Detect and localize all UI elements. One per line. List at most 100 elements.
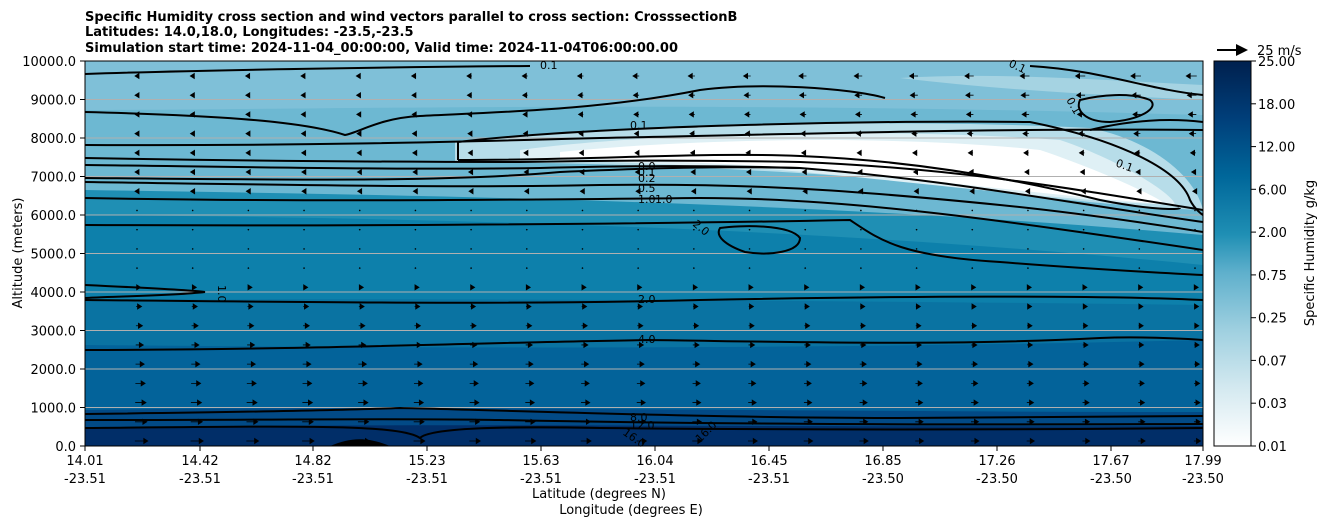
wind-vector <box>748 209 751 212</box>
chart-title-line-1: Specific Humidity cross section and wind… <box>85 10 737 25</box>
wind-vector <box>411 130 417 137</box>
wind-vector <box>246 437 260 445</box>
wind-vector <box>470 248 472 250</box>
wind-vector <box>412 149 418 157</box>
wind-vector <box>189 168 196 176</box>
wind-vector <box>912 168 918 176</box>
x-tick-lat: 17.99 <box>1184 454 1221 469</box>
wind-vector <box>969 188 975 195</box>
wind-vector <box>358 341 367 349</box>
wind-vector <box>971 380 979 387</box>
wind-vector <box>413 437 426 445</box>
wind-vector <box>745 168 752 176</box>
wind-vector <box>358 267 361 269</box>
wind-vector <box>303 228 305 231</box>
wind-vector <box>967 149 974 157</box>
wind-vector <box>971 303 977 310</box>
wind-vector <box>636 418 647 426</box>
contour-label: 4.0 <box>638 333 656 346</box>
wind-vector <box>688 91 695 99</box>
wind-vector <box>637 209 639 212</box>
wind-vector <box>687 72 695 80</box>
wind-vector <box>1026 418 1035 426</box>
wind-vector <box>581 284 587 291</box>
wind-vector <box>245 168 251 176</box>
wind-vector <box>803 437 814 445</box>
wind-vector <box>909 91 918 99</box>
wind-vector <box>1082 341 1089 349</box>
wind-vector <box>134 149 140 157</box>
wind-vector <box>1020 91 1030 99</box>
wind-vector <box>692 418 703 426</box>
wind-vector <box>525 360 534 368</box>
wind-vector <box>745 149 751 157</box>
wind-vector <box>798 91 807 99</box>
wind-vector <box>860 322 866 329</box>
contour-label: 0.0 <box>638 160 656 173</box>
wind-vector <box>247 303 254 310</box>
wind-vector <box>911 130 918 137</box>
wind-vector <box>189 188 196 195</box>
wind-vector <box>1027 341 1034 349</box>
wind-vector <box>799 111 807 118</box>
wind-vector <box>1024 168 1030 176</box>
wind-vector <box>748 248 751 250</box>
wind-vector <box>1194 322 1200 329</box>
wind-vector <box>357 437 371 445</box>
wind-vector <box>247 209 250 212</box>
wind-vector <box>134 111 140 118</box>
wind-vector <box>633 111 639 118</box>
wind-vector <box>525 303 532 310</box>
wind-vector <box>804 360 812 368</box>
wind-vector <box>469 380 479 387</box>
wind-vector <box>358 380 368 387</box>
wind-vector <box>966 130 974 137</box>
wind-vector <box>748 267 751 269</box>
wind-vector <box>247 341 256 349</box>
wind-vector <box>859 380 868 387</box>
wind-vector <box>971 418 980 426</box>
wind-vector <box>525 248 528 250</box>
wind-vector <box>1074 72 1086 80</box>
wind-vector <box>303 267 305 269</box>
wind-vector <box>748 380 757 387</box>
wind-vector <box>690 168 696 176</box>
wind-vector <box>1026 399 1035 406</box>
wind-vector <box>189 149 195 157</box>
wind-vector <box>692 284 699 291</box>
wind-vector <box>853 72 863 80</box>
wind-vector <box>191 341 200 349</box>
wind-vector <box>971 341 978 349</box>
x-tick-lon: -23.50 <box>1090 472 1132 487</box>
wind-vector <box>636 380 646 387</box>
wind-vector <box>470 284 476 291</box>
wind-vector <box>915 248 918 250</box>
wind-vector <box>912 149 918 157</box>
wind-vector <box>743 91 751 99</box>
wind-vector <box>525 437 537 445</box>
quiver-key: 25 m/s <box>1217 44 1302 59</box>
wind-vector <box>414 228 417 231</box>
wind-vector <box>855 130 862 137</box>
wind-vector <box>1082 267 1085 269</box>
x-tick-lat: 14.82 <box>294 454 331 469</box>
wind-vector <box>748 341 756 349</box>
wind-vector <box>632 72 640 80</box>
wind-vector <box>860 267 862 269</box>
wind-vector <box>1194 228 1196 231</box>
wind-vector <box>1185 72 1197 80</box>
wind-vector <box>190 437 204 445</box>
wind-vector <box>1080 188 1086 195</box>
wind-vector <box>1024 188 1031 195</box>
wind-vector <box>971 228 974 231</box>
wind-vector <box>971 284 977 291</box>
wind-vector <box>245 111 251 118</box>
colorbar-tick-label: 0.03 <box>1258 397 1287 412</box>
colorbar-tick-label: 0.25 <box>1258 312 1287 327</box>
wind-vector <box>577 111 584 118</box>
wind-vector <box>191 209 194 212</box>
wind-vector <box>1082 360 1090 368</box>
wind-vector <box>247 228 250 231</box>
wind-vector <box>1138 341 1145 349</box>
